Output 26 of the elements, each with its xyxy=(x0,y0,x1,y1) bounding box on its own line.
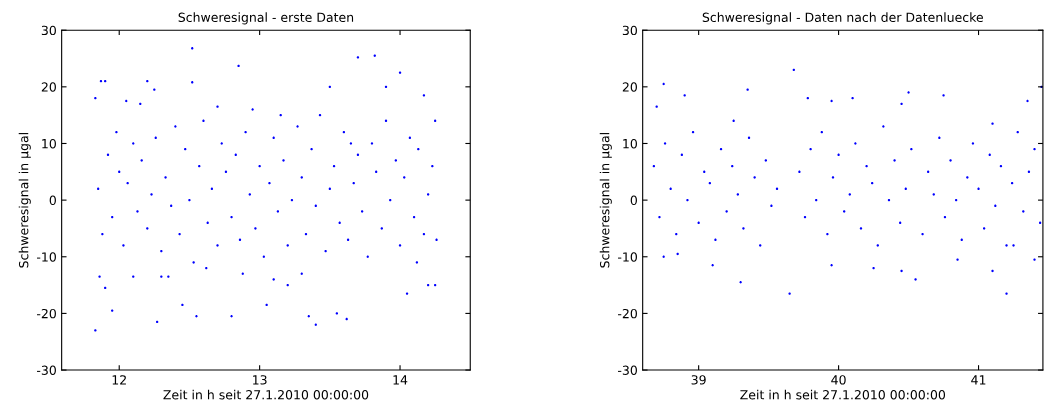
x-axis-title: Zeit in h seit 27.1.2010 00:00:00 xyxy=(163,389,369,400)
y-axis-title: Schweresignal in µgal xyxy=(599,133,612,268)
y-tick-label: -20 xyxy=(618,308,637,319)
y-tick-label: 20 xyxy=(41,82,56,92)
y-axis-title: Schweresignal in µgal xyxy=(18,133,31,268)
x-axis-title: Zeit in h seit 27.1.2010 00:00:00 xyxy=(740,389,946,400)
chart-title: Schweresignal - Daten nach der Datenluecke xyxy=(702,12,983,25)
x-tick-label: 14 xyxy=(393,375,408,385)
y-tick-label: -20 xyxy=(36,308,56,319)
y-tick-label: 20 xyxy=(622,82,637,92)
y-tick-label: -10 xyxy=(618,252,637,262)
x-tick-label: 13 xyxy=(253,375,267,385)
y-tick-label: -10 xyxy=(36,252,56,262)
y-tick-label: 30 xyxy=(622,25,637,36)
y-tick-label: -30 xyxy=(618,365,637,375)
x-tick-label: 39 xyxy=(691,375,706,385)
x-tick-label: 41 xyxy=(971,375,986,385)
y-tick-label: 0 xyxy=(49,195,56,206)
x-tick-label: 12 xyxy=(112,375,126,385)
y-tick-label: 0 xyxy=(630,195,637,206)
chart-title: Schweresignal - erste Daten xyxy=(178,12,354,25)
y-tick-label: -30 xyxy=(36,365,56,375)
y-tick-label: 10 xyxy=(623,138,637,149)
x-tick-label: 40 xyxy=(831,375,846,385)
y-tick-label: 30 xyxy=(41,25,56,36)
y-tick-label: 10 xyxy=(42,138,56,149)
